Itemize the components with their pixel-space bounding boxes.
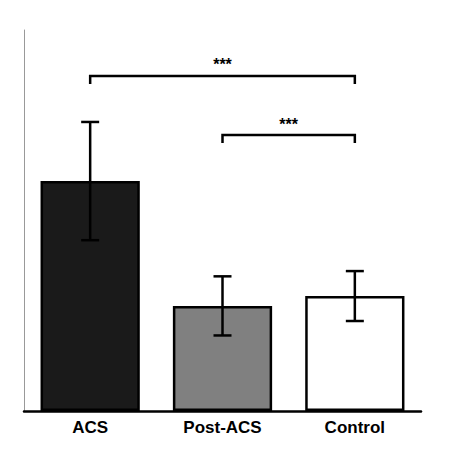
svg-text:Control: Control <box>325 418 385 437</box>
svg-text:ACS: ACS <box>72 418 108 437</box>
svg-text:***: *** <box>213 56 232 73</box>
svg-text:***: *** <box>279 116 298 133</box>
svg-text:Post-ACS: Post-ACS <box>183 418 261 437</box>
